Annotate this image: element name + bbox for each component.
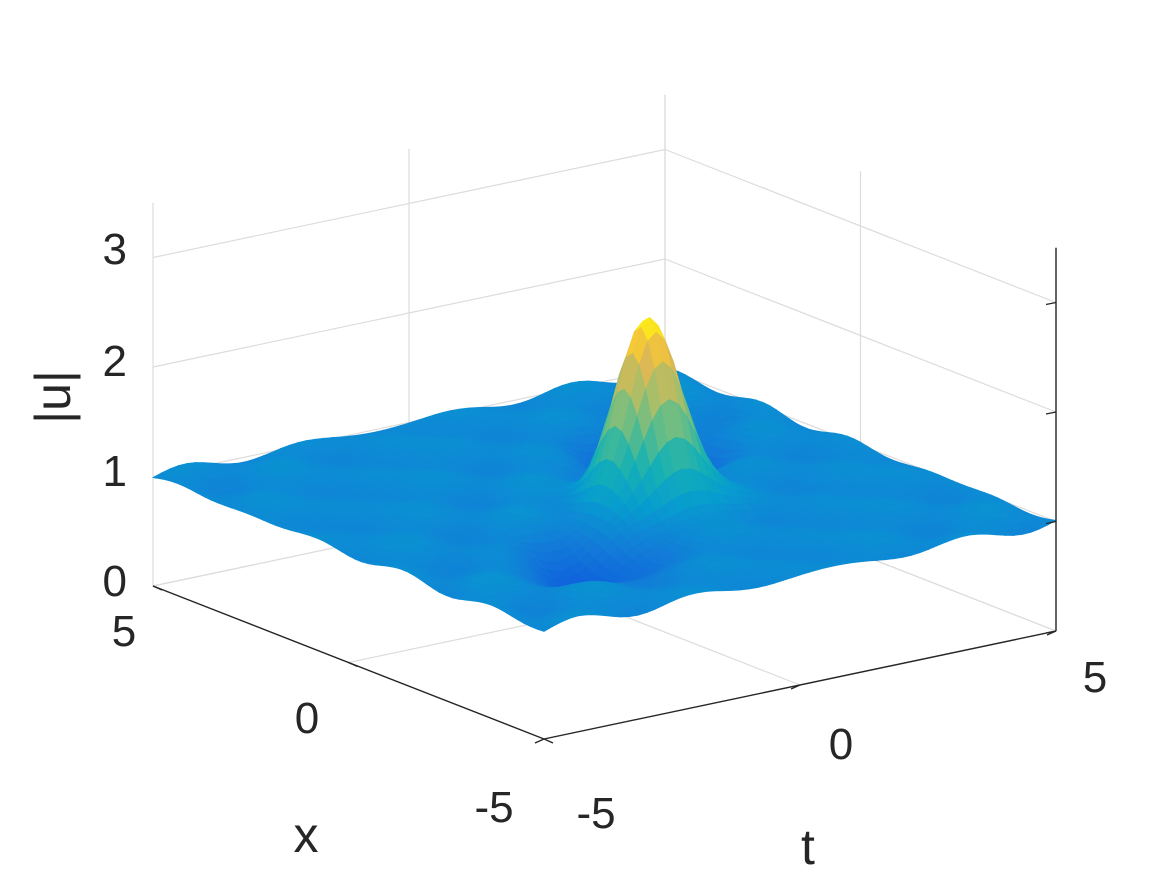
- z-tick-label: 0: [103, 557, 127, 606]
- x-tick-mark: [790, 684, 801, 690]
- z-tick-label: 1: [103, 447, 127, 496]
- x-tick-label: -5: [474, 783, 513, 832]
- z-tick-labels: 0 1 2 3: [103, 225, 127, 606]
- t-tick-label: -5: [576, 789, 615, 838]
- z-axis-label: |u|: [25, 370, 81, 424]
- x-axis-label: x: [294, 807, 319, 863]
- x-tick-label: 5: [112, 607, 136, 656]
- axis-lines: [152, 247, 1057, 744]
- t-tick-labels: -5 0 5: [576, 653, 1107, 838]
- t-tick-mark: [348, 661, 358, 668]
- z-tick-mark: [1045, 411, 1057, 415]
- surface-patch: [536, 624, 554, 632]
- z-tick-mark: [1045, 520, 1057, 525]
- x-tick-labels: 5 0 -5: [112, 607, 514, 832]
- z-tick-label: 2: [103, 337, 127, 386]
- surface-mesh: [151, 316, 1058, 632]
- x-tick-mark: [534, 738, 545, 744]
- x-tick-label: 0: [295, 694, 319, 743]
- x-tick-mark: [1046, 630, 1057, 636]
- t-axis-label: t: [801, 819, 815, 875]
- z-tick-label: 3: [103, 225, 127, 274]
- t-tick-mark: [543, 738, 554, 744]
- t-tick-label: 0: [829, 720, 853, 769]
- z-tick-mark: [1045, 301, 1057, 306]
- surface-patch: [478, 599, 495, 604]
- t-tick-label: 5: [1083, 653, 1107, 702]
- t-tick-mark: [152, 585, 163, 591]
